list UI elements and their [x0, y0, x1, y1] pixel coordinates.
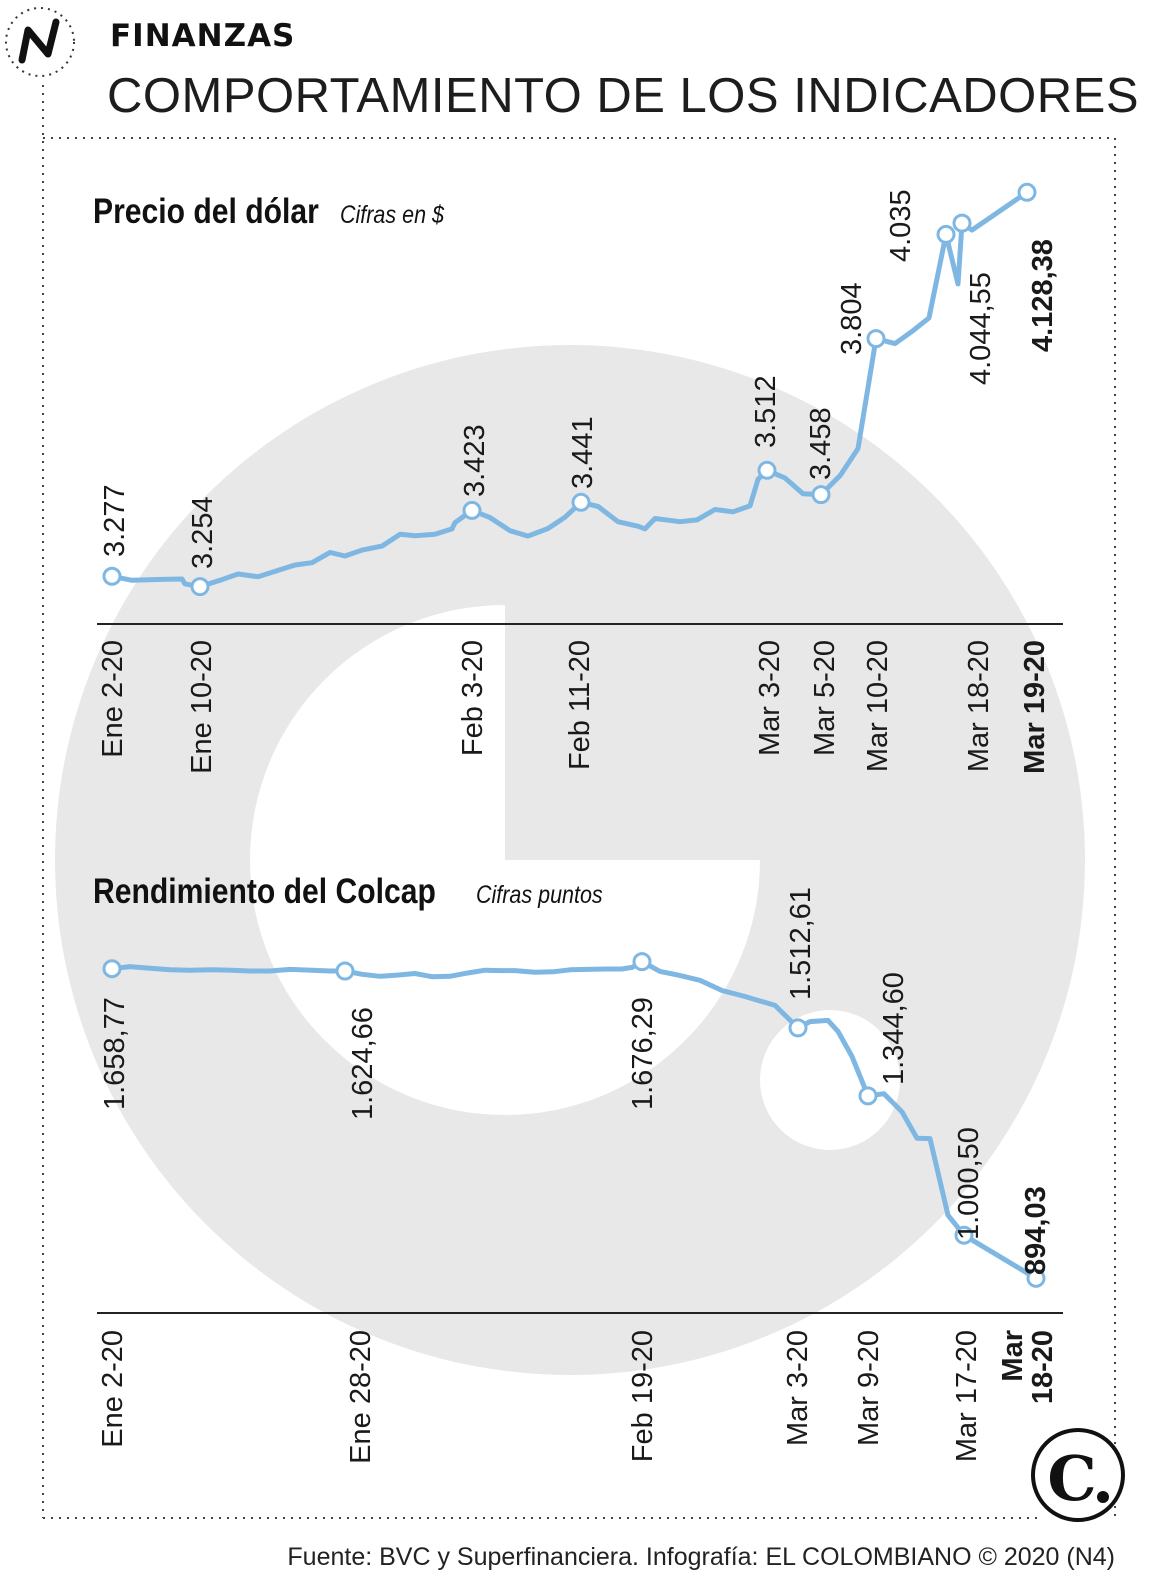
dotted-frame: [42, 85, 1116, 1519]
section-label: FINANZAS: [110, 18, 296, 54]
x-tick-label: Mar 5-20: [809, 640, 841, 756]
x-tick-label: Feb 3-20: [457, 640, 489, 756]
data-label: 3.254: [187, 496, 219, 569]
x-tick-label: Mar: [997, 1330, 1029, 1382]
x-tick-label: Mar 10-20: [862, 640, 894, 772]
data-point-marker: [757, 460, 777, 480]
data-label: 4.035: [885, 189, 917, 262]
x-tick-label: 18-20: [1027, 1330, 1059, 1404]
data-point-marker: [954, 1225, 974, 1245]
page-title: COMPORTAMIENTO DE LOS INDICADORES: [107, 69, 1140, 123]
data-point-marker: [1026, 1268, 1046, 1288]
x-tick-label: Feb 19-20: [627, 1330, 659, 1462]
watermark-c-logo: [55, 345, 1085, 1375]
colcap-chart-title: Rendimiento del Colcap Cifras puntos: [93, 872, 623, 912]
x-tick-label: Ene 28-20: [345, 1330, 377, 1464]
x-tick-label: Mar 19-20: [1019, 640, 1051, 774]
data-point-marker: [462, 500, 482, 520]
colcap-subtitle-text: Cifras puntos: [476, 881, 603, 909]
x-tick-label: Mar 18-20: [963, 640, 995, 772]
dolar-title-text: Precio del dólar: [93, 192, 319, 231]
data-point-marker: [811, 485, 831, 505]
x-tick-label: Mar 9-20: [853, 1330, 885, 1446]
colcap-series-line: [109, 959, 1039, 1281]
svg-text:C: C: [1047, 1442, 1096, 1515]
data-point-marker: [632, 952, 652, 972]
data-point-marker: [936, 224, 956, 244]
colcap-chart: Ene 2-20 Ene 28-20 Feb 19-20 Mar 3-20 Mar 9-…: [97, 887, 1063, 1464]
data-label: 1.676,29: [627, 997, 659, 1110]
x-tick-label: Mar 17-20: [951, 1330, 983, 1462]
dolar-series-line: [109, 189, 1030, 590]
data-point-marker: [190, 577, 210, 597]
data-label: 1.658,77: [99, 997, 131, 1110]
x-tick-label: Mar 3-20: [754, 640, 786, 756]
data-label: 4.044,55: [965, 272, 997, 385]
x-tick-label: Mar 3-20: [782, 1330, 814, 1446]
data-point-marker: [571, 492, 591, 512]
data-point-marker: [952, 213, 972, 233]
data-label: 4.128,38: [1027, 239, 1059, 352]
data-label: 1.000,50: [953, 1127, 985, 1240]
x-tick-label: Feb 11-20: [564, 640, 596, 770]
x-tick-label: Ene 2-20: [97, 1330, 129, 1448]
colcap-title-text: Rendimiento del Colcap: [93, 872, 436, 911]
data-point-marker: [102, 566, 122, 586]
data-label: 3.512: [750, 375, 782, 448]
data-point-marker: [858, 1086, 878, 1106]
data-label: 3.423: [459, 424, 491, 497]
data-point-marker: [335, 961, 355, 981]
source-credit: Fuente: BVC y Superfinanciera. Infografí…: [287, 1543, 1115, 1571]
data-point-marker: [788, 1018, 808, 1038]
data-point-marker: [1017, 182, 1037, 202]
data-point-marker: [866, 329, 886, 349]
n-arrow-logo-icon: [5, 7, 75, 77]
x-tick-label: Ene 2-20: [97, 640, 129, 758]
el-colombiano-c-logo-icon: C: [1031, 1428, 1125, 1522]
data-label: 1.624,66: [347, 1007, 379, 1120]
data-label: 3.441: [567, 416, 599, 489]
data-point-marker: [102, 959, 122, 979]
data-label: 1.512,61: [785, 887, 817, 1000]
dolar-chart: Ene 2-20 Ene 10-20 Feb 3-20 Feb 11-20 Mar 3-…: [97, 182, 1063, 774]
dolar-subtitle-text: Cifras en $: [340, 201, 445, 229]
data-label: 3.277: [99, 484, 131, 557]
dolar-chart-title: Precio del dólar Cifras en $: [93, 192, 461, 232]
data-label: 1.344,60: [878, 972, 910, 1085]
data-label: 894,03: [1020, 1186, 1052, 1275]
data-label: 3.804: [836, 282, 868, 355]
data-label: 3.458: [805, 407, 837, 480]
x-tick-label: Ene 10-20: [186, 640, 218, 774]
